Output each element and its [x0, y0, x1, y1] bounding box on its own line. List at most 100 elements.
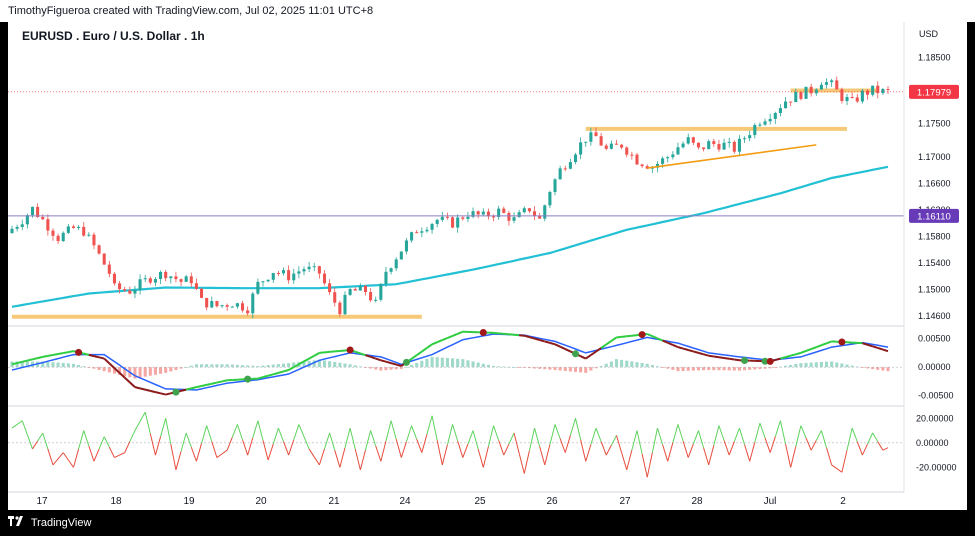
candle-body	[102, 253, 106, 265]
oscillator-segment	[846, 427, 853, 451]
time-tick-label[interactable]: 26	[546, 496, 558, 507]
macd-line-segment	[559, 345, 566, 350]
price-tick-label[interactable]: 1.14600	[918, 311, 951, 321]
oscillator-segment	[252, 420, 259, 439]
price-tick-label[interactable]: 1.18500	[918, 52, 951, 62]
price-tick-label[interactable]: 1.16600	[918, 178, 951, 188]
oscillator-segment	[498, 440, 505, 456]
price-axis-background[interactable]	[904, 22, 967, 510]
oscillator-segment	[651, 427, 658, 453]
level-badge[interactable]	[909, 208, 959, 223]
macd-line-segment	[698, 351, 704, 356]
macd-histogram-bar	[420, 360, 424, 368]
macd-tick-label[interactable]: -0.00500	[918, 391, 954, 401]
oscillator-segment	[400, 441, 407, 458]
candle-body	[727, 141, 731, 143]
time-tick-label[interactable]: Jul	[764, 496, 777, 507]
macd-line-segment	[590, 350, 597, 356]
time-tick-label[interactable]: 20	[255, 496, 267, 507]
trendline[interactable]	[647, 144, 817, 169]
oscillator-tick-label[interactable]: 0.00000	[916, 438, 949, 448]
macd-histogram-bar	[594, 367, 598, 369]
overlay-lines[interactable]	[8, 91, 904, 217]
support-lines[interactable]	[12, 88, 878, 319]
candle-body	[328, 283, 332, 293]
oscillator-segment	[534, 427, 541, 447]
oscillator-segment	[692, 430, 699, 445]
chart-frame[interactable]: 1.185001.175001.170001.166001.162001.158…	[8, 22, 967, 510]
oscillator-tick-label[interactable]: -20.00000	[916, 462, 957, 472]
candle-body	[743, 138, 747, 140]
time-tick-label[interactable]: 18	[110, 496, 122, 507]
candle-body	[707, 141, 711, 150]
candle-body	[30, 206, 35, 216]
candle-body	[399, 251, 403, 260]
time-tick-label[interactable]: 25	[474, 496, 486, 507]
macd-histogram-bar	[614, 359, 619, 368]
oscillator-segment	[405, 425, 413, 442]
candle-body	[579, 142, 583, 155]
time-tick-label[interactable]: 28	[691, 496, 703, 507]
oscillator-segment	[656, 427, 664, 445]
macd-histogram-bar	[481, 363, 485, 368]
macd-line-segment	[380, 359, 387, 363]
candle-body	[512, 217, 516, 221]
macd-histogram-bar	[425, 358, 429, 368]
macd-histogram-bar	[702, 367, 706, 371]
time-tick-label[interactable]: 24	[399, 496, 411, 507]
macd-histogram-bar	[271, 364, 275, 368]
oscillator-segment	[180, 432, 187, 452]
price-tick-label[interactable]: 1.15400	[918, 258, 951, 268]
macd-histogram-bar	[727, 367, 731, 371]
macd-line-segment	[283, 369, 289, 373]
macd-line-segment	[452, 332, 459, 337]
macd-line-segment	[370, 355, 377, 360]
macd-histogram-bar	[497, 366, 501, 368]
candle-body	[876, 85, 880, 94]
oscillator-segment	[677, 424, 684, 442]
price-tick-label[interactable]: 1.15800	[918, 231, 951, 241]
oscillator-segment	[170, 443, 177, 470]
price-axis[interactable]: 1.185001.175001.170001.166001.162001.158…	[903, 22, 967, 510]
macd-histogram-bar	[640, 362, 644, 368]
candle-body	[532, 211, 537, 216]
time-tick-label[interactable]: 21	[328, 496, 340, 507]
macd-cross-down-dot	[766, 357, 774, 365]
candle-body	[251, 293, 255, 314]
price-tick-label[interactable]: 1.17500	[918, 119, 951, 129]
macd-histogram-bar	[527, 367, 531, 369]
chart-canvas[interactable]: 1.185001.175001.170001.166001.162001.158…	[8, 22, 967, 510]
last-price-label[interactable]: 1.17979	[917, 87, 951, 98]
macd-line-segment	[821, 342, 827, 347]
macd-line-segment	[872, 345, 879, 349]
candle-body	[394, 259, 398, 269]
candle-body	[871, 85, 875, 95]
macd-line-segment	[585, 354, 592, 360]
macd-histogram-bar	[435, 357, 439, 368]
price-tick-label[interactable]: 1.17000	[918, 152, 951, 162]
macd-tick-label[interactable]: 0.00000	[918, 362, 951, 372]
candle-body	[635, 154, 639, 165]
oscillator-segment	[554, 424, 561, 439]
macd-histogram-bar	[261, 365, 265, 368]
oscillator-segment	[139, 411, 146, 422]
oscillator-tick-label[interactable]: 20.00000	[916, 413, 954, 423]
currency-label[interactable]: USD	[919, 29, 939, 39]
time-axis[interactable]: 17 18 19 20 21 24 25 26 27 28 Jul 2	[36, 496, 846, 507]
footer-bar: TradingView	[0, 510, 975, 536]
time-tick-label[interactable]: 17	[36, 496, 48, 507]
last-price-badge[interactable]	[909, 84, 959, 99]
macd-tick-label[interactable]: 0.00500	[918, 334, 951, 344]
candle-body	[748, 135, 752, 139]
candle-body	[20, 224, 24, 227]
time-tick-label[interactable]: 19	[183, 496, 195, 507]
oscillator-segment	[334, 450, 341, 468]
oscillator-segment	[769, 436, 776, 453]
macd-histogram-bar	[784, 365, 788, 368]
level-label[interactable]: 1.16110	[917, 211, 951, 222]
oscillator-segment	[267, 443, 274, 461]
candle-body	[732, 141, 736, 152]
time-tick-label[interactable]: 2	[840, 496, 846, 507]
time-tick-label[interactable]: 27	[619, 496, 631, 507]
price-tick-label[interactable]: 1.15000	[918, 285, 951, 295]
